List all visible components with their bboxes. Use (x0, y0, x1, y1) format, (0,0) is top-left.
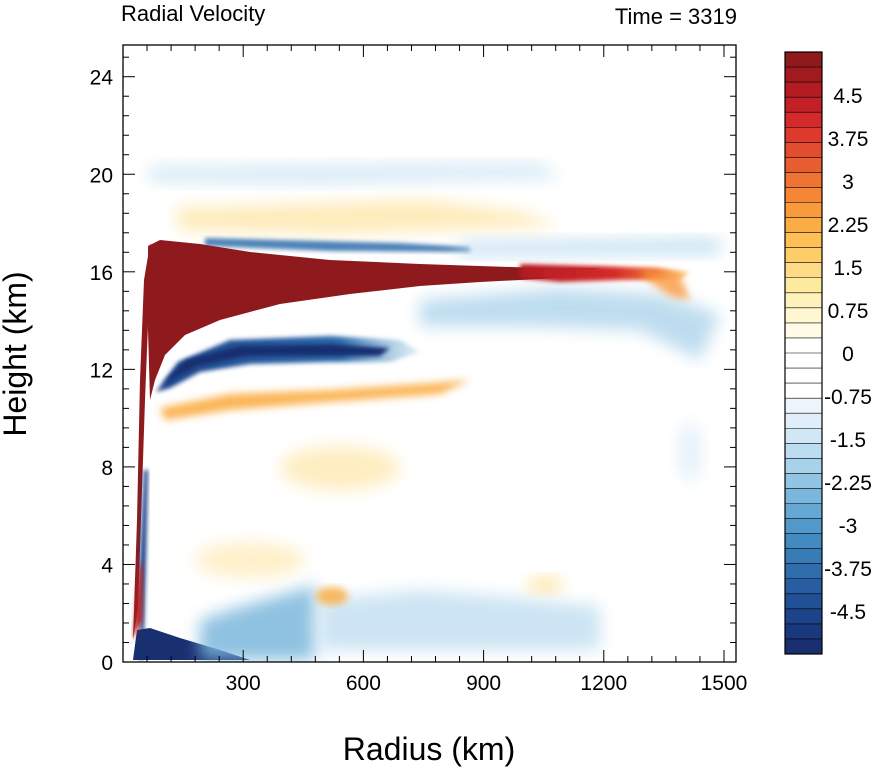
colorbar-swatch (785, 127, 822, 143)
field-eyewall-column (133, 244, 152, 640)
colorbar-swatch (785, 413, 822, 429)
colorbar-swatch (785, 563, 822, 580)
y-tick-label: 0 (101, 652, 113, 675)
colorbar-labels: 4.5 3.75 3 2.25 1.5 0.75 0 -0.75 -1.5 -2.25 -3 -3.7… (824, 85, 872, 624)
colorbar-swatch (785, 142, 822, 158)
field-boundary-blue-mid (200, 585, 315, 660)
colorbar-label: -1.5 (830, 429, 866, 452)
x-tick-label: 1500 (701, 672, 748, 695)
x-tick-label: 1200 (580, 672, 627, 695)
field-yellow-patch-2 (195, 542, 305, 578)
colorbar-label: -3.75 (824, 558, 872, 581)
colorbar-swatch (785, 398, 822, 414)
field-outflow-tail-edge (640, 270, 690, 300)
colorbar-swatch (785, 383, 822, 399)
colorbar-swatch (785, 172, 822, 188)
colorbar-swatch (785, 473, 822, 489)
colorbar-swatch (785, 608, 822, 625)
y-tick-label: 16 (90, 262, 113, 285)
field-blue-stripe-17km (205, 238, 470, 252)
colorbar-swatch (785, 232, 822, 248)
colorbar-label: 2.25 (828, 214, 869, 237)
x-tick-label: 600 (346, 672, 381, 695)
colorbar-label: 3.75 (828, 128, 869, 151)
field-outflow-jet (148, 240, 600, 400)
colorbar-swatch (785, 277, 822, 294)
colorbar-label: 4.5 (833, 85, 862, 108)
colorbar-label: -2.25 (824, 472, 872, 495)
colorbar-swatch (785, 578, 822, 595)
colorbar-swatch (785, 458, 822, 474)
colorbar-label: -0.75 (824, 386, 872, 409)
colorbar-swatch (785, 247, 822, 263)
colorbar-label: 0.75 (828, 300, 869, 323)
plot-area: 300 600 900 1200 1500 0 4 8 12 16 20 24 (90, 44, 748, 695)
y-tick-label: 4 (101, 554, 113, 577)
colorbar-swatch (785, 322, 822, 339)
colorbar-swatch (785, 217, 822, 233)
plot-frame (122, 44, 737, 663)
colorbar-swatch (785, 202, 822, 218)
colorbar-swatch (785, 52, 822, 68)
colorbar-swatch (785, 503, 822, 519)
colorbar-swatch (785, 112, 822, 128)
field-yellow-patch-1 (280, 446, 400, 490)
colorbar-swatch (785, 623, 822, 640)
colorbar-swatch (785, 82, 822, 98)
colorbar-label: 0 (842, 343, 854, 366)
field-orange-10km (160, 380, 470, 420)
field-blue-20km (150, 163, 560, 184)
time-label: Time = 3319 (615, 4, 737, 29)
axis-ticks (123, 45, 736, 662)
axis-tick-labels: 300 600 900 1200 1500 0 4 8 12 16 20 24 (90, 67, 748, 695)
colorbar-swatch (785, 353, 822, 369)
y-axis-label: Height (km) (0, 271, 33, 436)
colorbar-swatch (785, 97, 822, 113)
colorbar-label: 1.5 (833, 257, 862, 280)
field-blue-12km-core (162, 344, 390, 384)
colorbar-swatch (785, 262, 822, 279)
field-lowlevel-red (133, 560, 143, 640)
chart-title: Radial Velocity (121, 1, 265, 26)
colorbar-swatch (785, 307, 822, 324)
y-tick-label: 12 (90, 359, 113, 382)
colorbar-swatch (785, 443, 822, 459)
field-blue-patch-5 (678, 422, 702, 482)
colorbar-frame (784, 51, 823, 655)
colorbar-swatch (785, 428, 822, 444)
x-tick-label: 300 (226, 672, 261, 695)
colorbar-swatch (785, 157, 822, 173)
colorbar-swatch (785, 337, 822, 354)
y-tick-label: 8 (101, 457, 113, 480)
colorbar-label: -3 (839, 515, 858, 538)
colorbar-label: 3 (842, 171, 854, 194)
field-yellow-17km (175, 200, 560, 234)
colorbar-swatch (785, 488, 822, 504)
colorbar-swatch (785, 593, 822, 610)
colorbar-swatch (785, 533, 822, 549)
x-tick-label: 900 (466, 672, 501, 695)
colorbar-swatch (785, 67, 822, 83)
colorbar-swatch (785, 187, 822, 203)
colorbar (784, 51, 823, 655)
y-tick-label: 20 (90, 164, 113, 187)
colorbar-swatch (785, 548, 822, 564)
heatmap-field (133, 163, 720, 660)
colorbar-label: -4.5 (830, 601, 866, 624)
colorbar-swatch (785, 292, 822, 309)
colorbar-swatch (785, 368, 822, 384)
field-yellow-patch-4 (527, 577, 563, 593)
x-axis-label: Radius (km) (343, 731, 515, 767)
colorbar-swatch (785, 518, 822, 534)
field-blue-14km-tail (420, 288, 720, 360)
field-orange-patch-3 (316, 587, 348, 605)
field-blue-stripe-tail (460, 238, 720, 256)
y-tick-label: 24 (90, 67, 114, 90)
field-boundary-blue-light (320, 590, 600, 650)
colorbar-swatch (785, 638, 822, 655)
